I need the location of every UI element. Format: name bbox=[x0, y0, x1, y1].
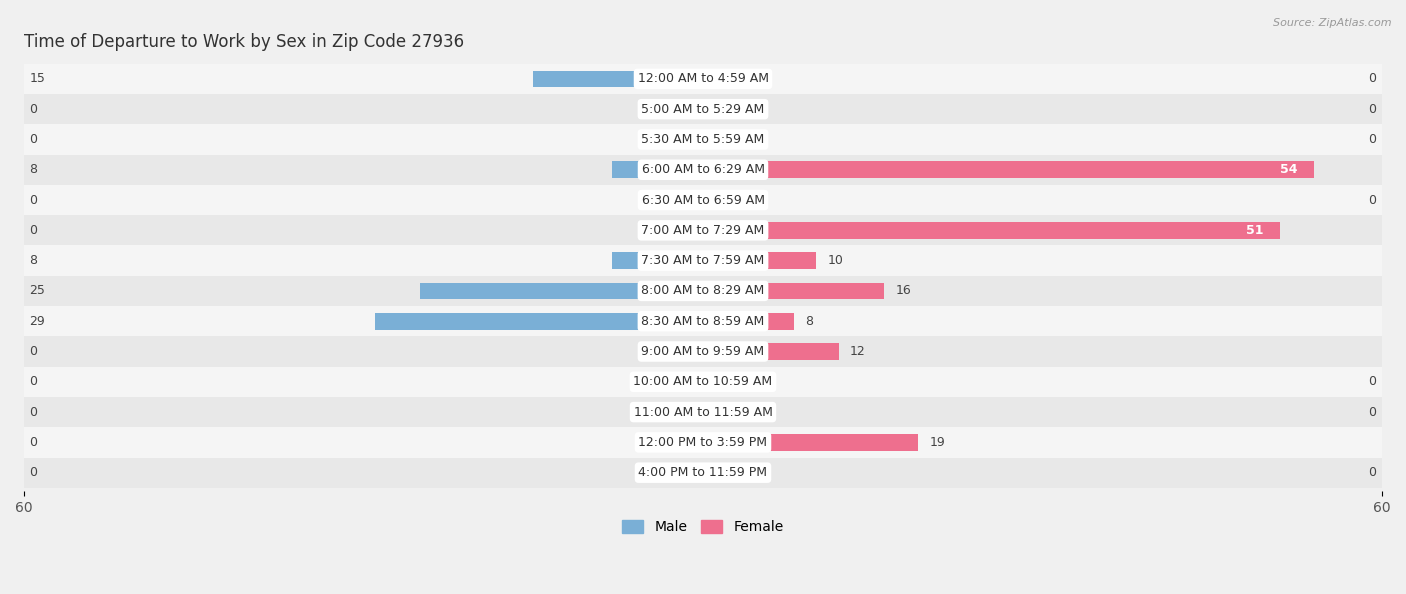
Text: 5:00 AM to 5:29 AM: 5:00 AM to 5:29 AM bbox=[641, 103, 765, 116]
Bar bbox=[24, 245, 1382, 276]
Bar bbox=[24, 366, 1382, 397]
Text: 10:00 AM to 10:59 AM: 10:00 AM to 10:59 AM bbox=[634, 375, 772, 388]
Bar bbox=[703, 162, 1315, 178]
Text: 6:30 AM to 6:59 AM: 6:30 AM to 6:59 AM bbox=[641, 194, 765, 207]
Text: 19: 19 bbox=[929, 436, 945, 449]
Bar bbox=[703, 343, 839, 360]
Bar bbox=[703, 283, 884, 299]
Text: Source: ZipAtlas.com: Source: ZipAtlas.com bbox=[1274, 18, 1392, 28]
Bar bbox=[24, 397, 1382, 427]
Text: 15: 15 bbox=[30, 72, 45, 86]
Bar bbox=[703, 71, 748, 87]
Bar bbox=[658, 101, 703, 118]
Text: 7:30 AM to 7:59 AM: 7:30 AM to 7:59 AM bbox=[641, 254, 765, 267]
Bar bbox=[24, 427, 1382, 457]
Bar bbox=[24, 457, 1382, 488]
Text: 0: 0 bbox=[1368, 194, 1376, 207]
Text: 0: 0 bbox=[1368, 133, 1376, 146]
Bar bbox=[533, 71, 703, 87]
Text: 8: 8 bbox=[30, 254, 38, 267]
Bar bbox=[613, 162, 703, 178]
Text: 0: 0 bbox=[30, 375, 38, 388]
Bar bbox=[703, 374, 748, 390]
Legend: Male, Female: Male, Female bbox=[617, 515, 789, 540]
Bar bbox=[658, 404, 703, 421]
Text: 0: 0 bbox=[30, 406, 38, 419]
Bar bbox=[420, 283, 703, 299]
Text: 0: 0 bbox=[30, 436, 38, 449]
Text: 0: 0 bbox=[30, 345, 38, 358]
Text: 0: 0 bbox=[1368, 103, 1376, 116]
Text: 8:00 AM to 8:29 AM: 8:00 AM to 8:29 AM bbox=[641, 285, 765, 298]
Text: 0: 0 bbox=[1368, 72, 1376, 86]
Text: 9:00 AM to 9:59 AM: 9:00 AM to 9:59 AM bbox=[641, 345, 765, 358]
Bar bbox=[703, 192, 748, 208]
Text: 0: 0 bbox=[30, 194, 38, 207]
Bar bbox=[703, 313, 793, 330]
Text: 5:30 AM to 5:59 AM: 5:30 AM to 5:59 AM bbox=[641, 133, 765, 146]
Bar bbox=[703, 465, 748, 481]
Text: 8: 8 bbox=[30, 163, 38, 176]
Bar bbox=[375, 313, 703, 330]
Text: 12: 12 bbox=[851, 345, 866, 358]
Text: 54: 54 bbox=[1279, 163, 1298, 176]
Text: 51: 51 bbox=[1246, 224, 1264, 237]
Text: 12:00 PM to 3:59 PM: 12:00 PM to 3:59 PM bbox=[638, 436, 768, 449]
Text: 12:00 AM to 4:59 AM: 12:00 AM to 4:59 AM bbox=[637, 72, 769, 86]
Bar bbox=[703, 434, 918, 451]
Bar bbox=[24, 185, 1382, 215]
Bar bbox=[658, 374, 703, 390]
Bar bbox=[24, 94, 1382, 124]
Bar bbox=[703, 222, 1281, 239]
Text: Time of Departure to Work by Sex in Zip Code 27936: Time of Departure to Work by Sex in Zip … bbox=[24, 33, 464, 51]
Text: 11:00 AM to 11:59 AM: 11:00 AM to 11:59 AM bbox=[634, 406, 772, 419]
Text: 29: 29 bbox=[30, 315, 45, 328]
Bar bbox=[658, 222, 703, 239]
Text: 8: 8 bbox=[804, 315, 813, 328]
Text: 0: 0 bbox=[30, 103, 38, 116]
Text: 10: 10 bbox=[828, 254, 844, 267]
Bar bbox=[24, 124, 1382, 154]
Text: 0: 0 bbox=[1368, 375, 1376, 388]
Bar bbox=[703, 101, 748, 118]
Bar bbox=[703, 404, 748, 421]
Bar bbox=[24, 64, 1382, 94]
Bar bbox=[24, 336, 1382, 366]
Bar bbox=[24, 154, 1382, 185]
Bar bbox=[24, 306, 1382, 336]
Bar bbox=[658, 131, 703, 148]
Text: 16: 16 bbox=[896, 285, 911, 298]
Bar bbox=[658, 192, 703, 208]
Text: 7:00 AM to 7:29 AM: 7:00 AM to 7:29 AM bbox=[641, 224, 765, 237]
Text: 0: 0 bbox=[30, 224, 38, 237]
Text: 0: 0 bbox=[1368, 466, 1376, 479]
Bar bbox=[658, 434, 703, 451]
Text: 0: 0 bbox=[30, 466, 38, 479]
Bar bbox=[24, 276, 1382, 306]
Text: 6:00 AM to 6:29 AM: 6:00 AM to 6:29 AM bbox=[641, 163, 765, 176]
Text: 4:00 PM to 11:59 PM: 4:00 PM to 11:59 PM bbox=[638, 466, 768, 479]
Bar bbox=[658, 465, 703, 481]
Text: 8:30 AM to 8:59 AM: 8:30 AM to 8:59 AM bbox=[641, 315, 765, 328]
Text: 25: 25 bbox=[30, 285, 45, 298]
Bar bbox=[658, 343, 703, 360]
Text: 0: 0 bbox=[1368, 406, 1376, 419]
Text: 0: 0 bbox=[30, 133, 38, 146]
Bar bbox=[703, 252, 817, 269]
Bar bbox=[613, 252, 703, 269]
Bar bbox=[24, 215, 1382, 245]
Bar bbox=[703, 131, 748, 148]
